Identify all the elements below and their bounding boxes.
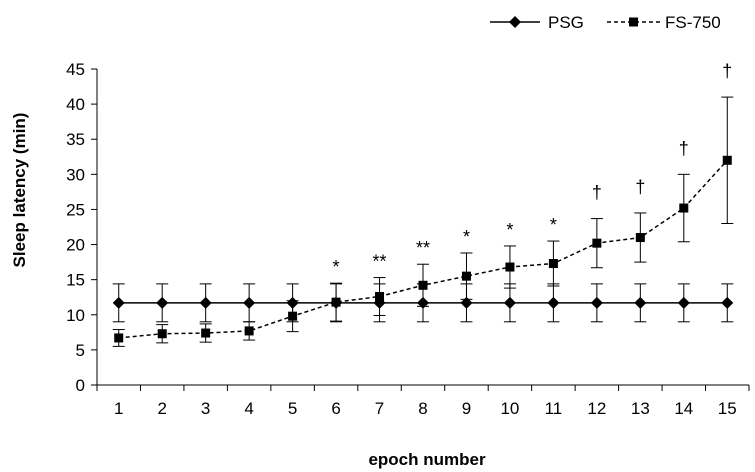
significance-mark: † [592, 183, 602, 203]
legend-marker-psg [509, 16, 521, 28]
marker-psg [243, 296, 256, 309]
x-tick-label: 13 [631, 399, 650, 418]
marker-fs-750 [418, 280, 428, 290]
marker-fs-750 [157, 329, 167, 339]
marker-fs-750 [331, 297, 341, 307]
marker-fs-750 [244, 326, 254, 336]
x-tick-label: 3 [201, 399, 210, 418]
x-tick-label: 7 [375, 399, 384, 418]
marker-psg [503, 296, 516, 309]
legend-label-psg: PSG [548, 13, 584, 32]
marker-fs-750 [461, 271, 471, 281]
y-tick-label: 5 [76, 341, 85, 360]
legend-item-psg: PSG [490, 13, 584, 32]
y-tick-label: 0 [76, 376, 85, 395]
marker-fs-750 [635, 233, 645, 243]
x-tick-label: 14 [674, 399, 693, 418]
significance-annotations: * ***** * *† ††† [333, 61, 733, 277]
y-tick-label: 40 [66, 95, 85, 114]
series-markers [112, 155, 734, 343]
x-axis-title: epoch number [368, 450, 486, 469]
significance-mark: * [506, 220, 513, 240]
x-tick-label: 15 [718, 399, 737, 418]
x-tick-label: 6 [331, 399, 340, 418]
significance-mark: ** [373, 252, 387, 272]
marker-fs-750 [505, 262, 515, 272]
x-tick-label: 9 [462, 399, 471, 418]
legend-item-fs-750: FS-750 [607, 13, 721, 32]
y-tick-label: 30 [66, 165, 85, 184]
marker-psg [634, 296, 647, 309]
significance-mark: * [463, 227, 470, 247]
legend: PSG FS-750 [490, 13, 721, 32]
marker-fs-750 [679, 203, 689, 213]
y-tick-label: 45 [66, 60, 85, 79]
marker-psg [721, 296, 734, 309]
marker-psg [677, 296, 690, 309]
significance-mark: * [333, 257, 340, 277]
y-tick-label: 15 [66, 271, 85, 290]
error-bars [112, 96, 734, 347]
significance-mark: † [722, 61, 732, 81]
marker-fs-750 [548, 259, 558, 269]
significance-mark: ** [416, 238, 430, 258]
significance-mark: * [550, 215, 557, 235]
x-tick-label: 4 [244, 399, 253, 418]
y-tick-label: 35 [66, 130, 85, 149]
marker-psg [460, 296, 473, 309]
marker-psg [417, 296, 429, 309]
x-tick-label: 1 [114, 399, 123, 418]
legend-marker-fs-750 [629, 17, 638, 27]
y-tick-label: 10 [66, 306, 85, 325]
marker-fs-750 [288, 311, 298, 321]
y-tick-label: 25 [66, 200, 85, 219]
marker-fs-750 [201, 328, 211, 338]
legend-label-fs-750: FS-750 [665, 13, 721, 32]
significance-mark: † [679, 138, 689, 158]
x-tick-label: 5 [288, 399, 297, 418]
marker-fs-750 [592, 238, 602, 248]
marker-psg [547, 296, 560, 309]
y-tick-label: 20 [66, 236, 85, 255]
marker-psg [199, 296, 212, 309]
marker-psg [156, 296, 169, 309]
x-tick-label: 10 [500, 399, 519, 418]
marker-psg [286, 296, 299, 309]
marker-psg [112, 296, 125, 309]
marker-fs-750 [722, 155, 732, 165]
x-tick-label: 11 [545, 399, 563, 418]
marker-psg [590, 296, 603, 309]
x-tick-label: 2 [157, 399, 166, 418]
marker-fs-750 [375, 292, 385, 302]
x-tick-label: 12 [587, 399, 606, 418]
significance-mark: † [635, 177, 645, 197]
y-axis-title: Sleep latency (min) [10, 113, 29, 268]
marker-fs-750 [114, 333, 124, 343]
x-tick-label: 8 [418, 399, 427, 418]
